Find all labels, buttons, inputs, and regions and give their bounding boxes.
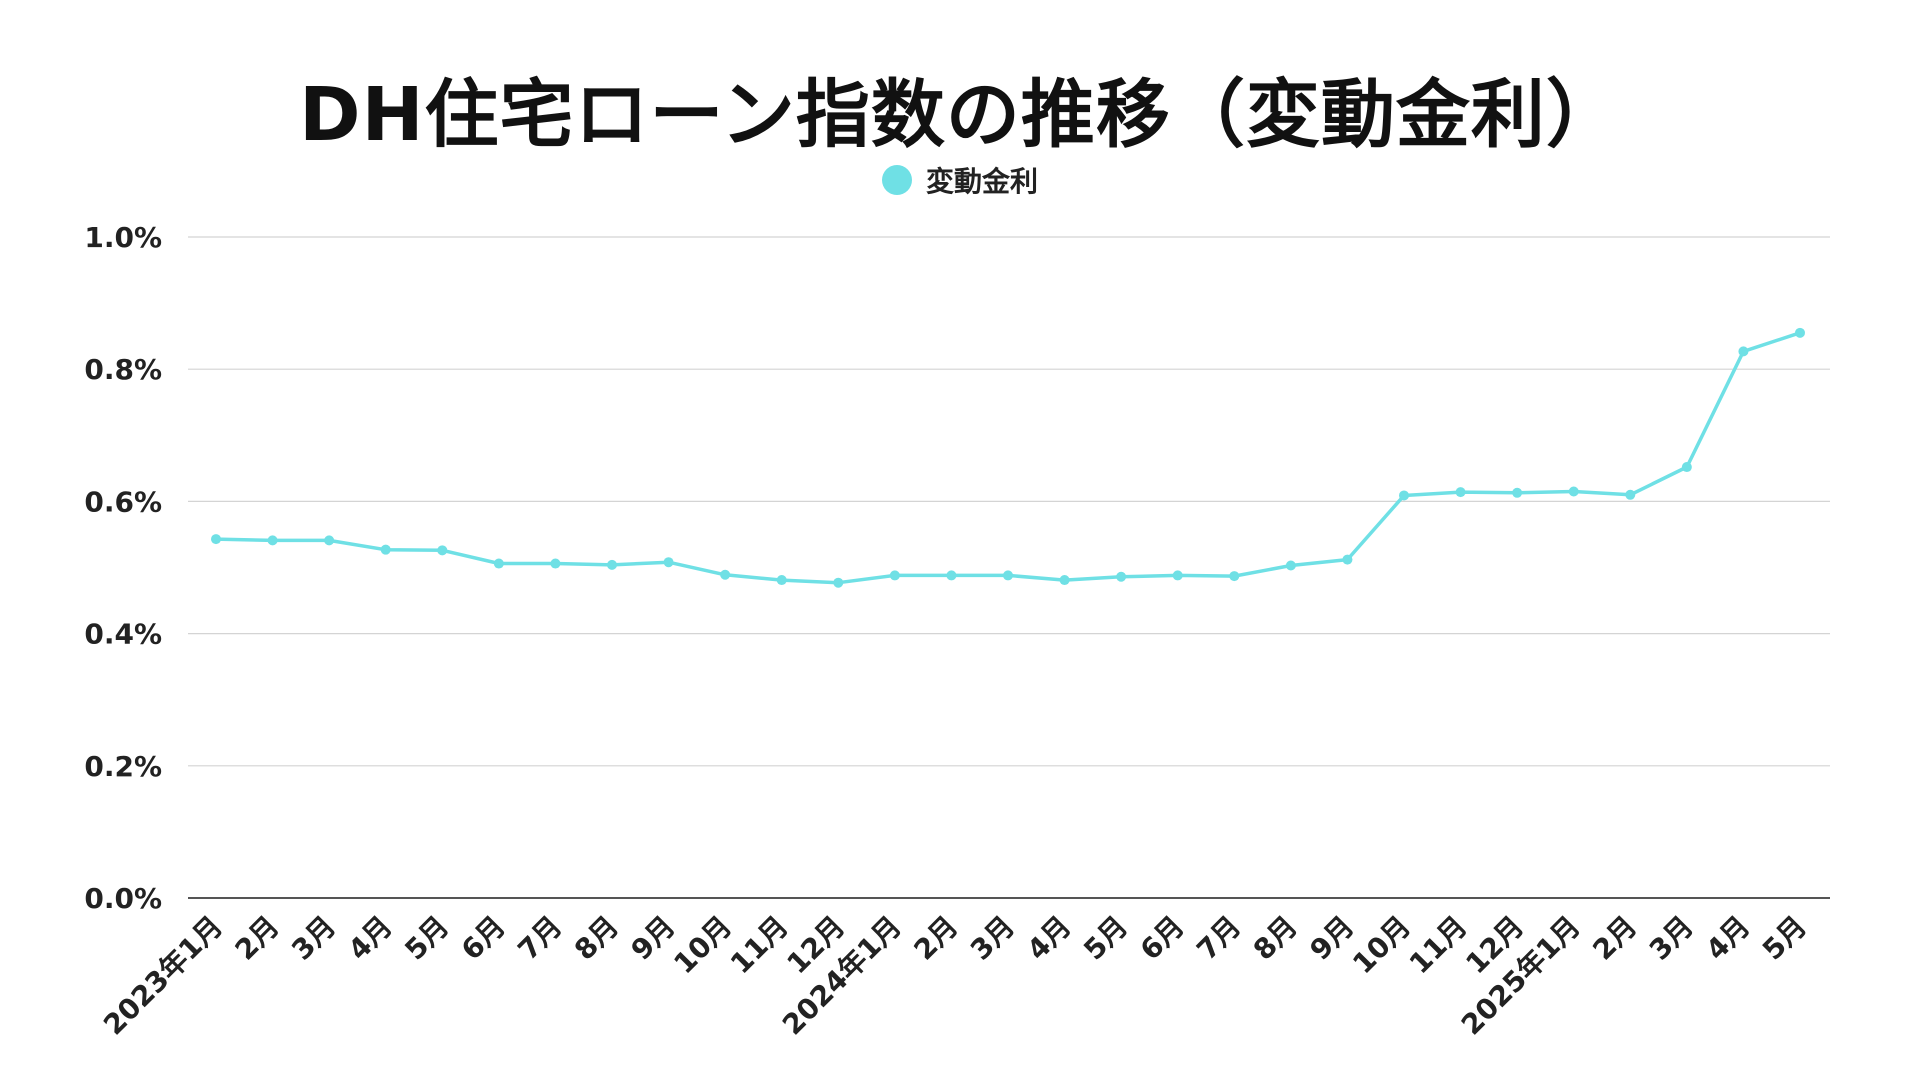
x-tick-label: 3月 — [285, 910, 342, 967]
data-point — [1795, 327, 1805, 338]
data-point — [1003, 570, 1013, 581]
x-tick-label: 7月 — [511, 910, 568, 967]
data-point — [1399, 490, 1409, 501]
data-point — [380, 544, 391, 555]
data-point — [211, 534, 221, 545]
data-point — [437, 545, 448, 556]
legend: 変動金利 — [0, 160, 1920, 200]
legend-swatch-icon — [881, 165, 912, 195]
data-point — [1681, 462, 1692, 473]
data-point — [1512, 487, 1523, 498]
data-point — [720, 569, 731, 580]
x-tick-label: 5月 — [1756, 910, 1813, 967]
x-tick-label: 6月 — [455, 910, 512, 967]
y-tick-label: 0.4% — [84, 618, 162, 651]
data-point — [1116, 571, 1127, 582]
data-point — [946, 570, 957, 581]
data-point — [493, 558, 504, 569]
x-tick-label: 2月 — [1586, 910, 1643, 967]
x-tick-label: 4月 — [1021, 910, 1078, 967]
data-point — [267, 535, 278, 546]
gridlines — [188, 236, 1830, 899]
x-tick-label: 11月 — [724, 910, 795, 981]
x-tick-label: 4月 — [342, 910, 399, 967]
data-point — [1568, 486, 1579, 497]
x-tick-label: 7月 — [1190, 910, 1247, 967]
data-point — [1738, 346, 1749, 357]
data-point — [1625, 489, 1636, 500]
x-tick-label: 2023年1月 — [97, 910, 229, 1042]
chart-title: DH住宅ローン指数の推移（変動金利） — [299, 72, 1621, 158]
series-line-group — [211, 327, 1805, 588]
y-tick-label: 0.0% — [84, 882, 162, 915]
x-tick-label: 5月 — [1077, 910, 1134, 967]
y-axis-tick-labels: 0.0% 0.2% 0.4% 0.6% 0.8% 1.0% — [84, 221, 162, 915]
data-point — [663, 557, 674, 568]
x-tick-label: 3月 — [964, 910, 1021, 967]
data-point — [1229, 571, 1240, 582]
legend-label: 変動金利 — [925, 165, 1038, 198]
data-point — [1455, 487, 1466, 498]
x-tick-label: 4月 — [1699, 910, 1756, 967]
x-tick-label: 11月 — [1403, 910, 1474, 981]
x-tick-label: 8月 — [1247, 910, 1304, 967]
x-tick-label: 6月 — [1134, 910, 1191, 967]
data-point — [607, 559, 617, 570]
data-point — [324, 535, 335, 546]
series-line — [214, 331, 1802, 585]
x-tick-label: 3月 — [1643, 910, 1700, 967]
y-tick-label: 0.6% — [84, 485, 162, 518]
data-point — [1342, 554, 1353, 565]
x-tick-label: 10月 — [1346, 910, 1417, 981]
x-tick-label: 2月 — [907, 910, 964, 967]
data-point — [550, 558, 561, 569]
y-tick-label: 0.8% — [84, 353, 162, 386]
data-point — [1059, 575, 1070, 586]
y-tick-label: 0.2% — [84, 750, 162, 783]
data-point — [889, 570, 900, 581]
data-point — [1172, 570, 1183, 581]
y-tick-label: 1.0% — [84, 221, 162, 254]
data-point — [1285, 560, 1296, 571]
x-tick-label: 10月 — [667, 910, 738, 981]
data-point — [776, 575, 787, 586]
data-point — [833, 577, 844, 588]
x-tick-label: 8月 — [568, 910, 625, 967]
x-tick-label: 2月 — [229, 910, 286, 967]
x-tick-label: 5月 — [398, 910, 455, 967]
